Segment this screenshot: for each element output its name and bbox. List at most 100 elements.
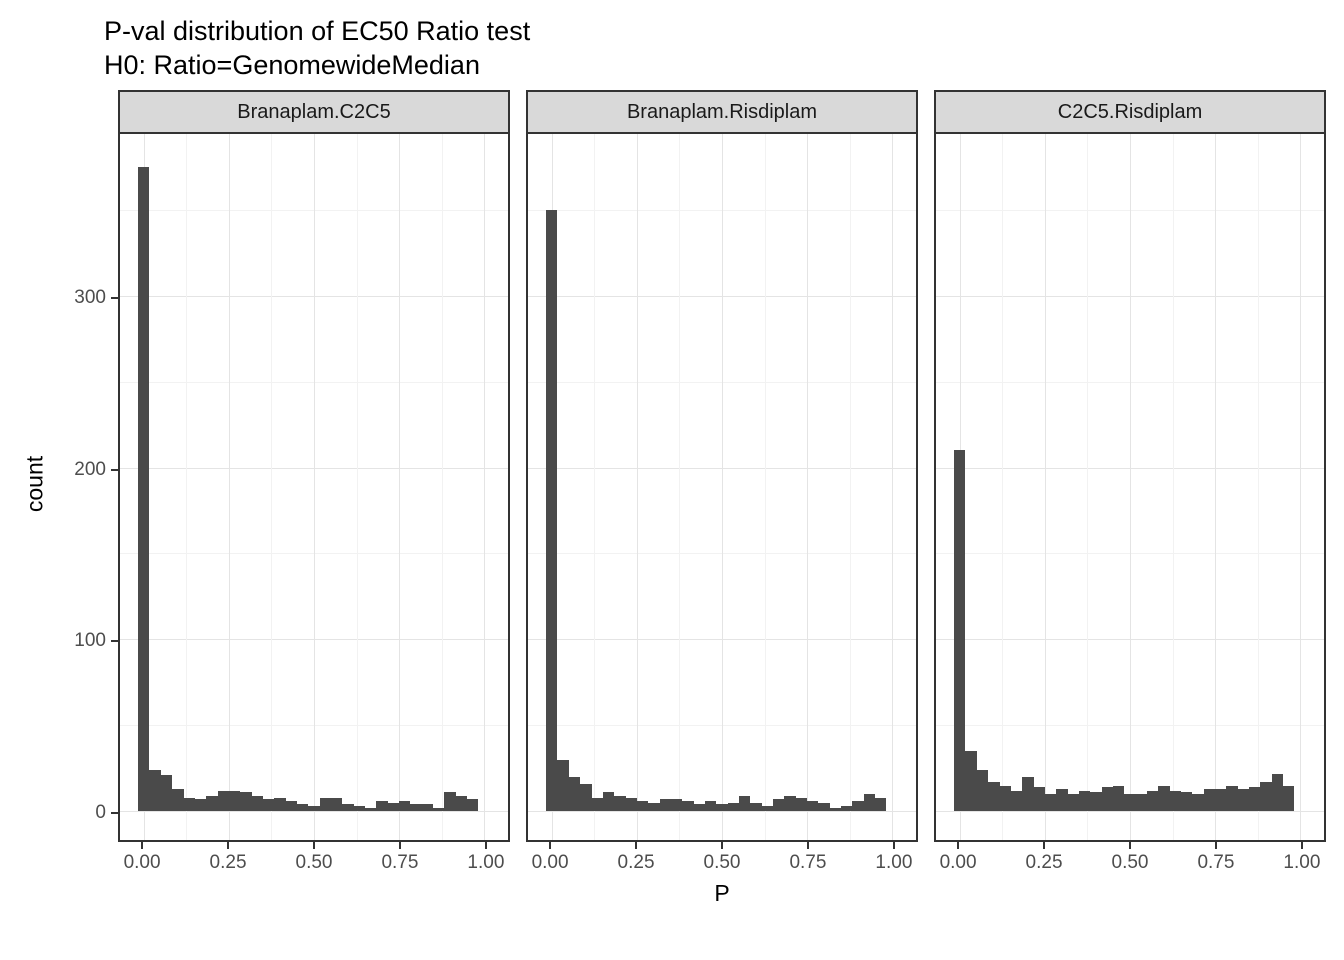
y-tick-label: 300 <box>74 286 106 308</box>
x-tick-mark <box>227 842 230 849</box>
gridline-minor <box>1172 134 1174 840</box>
y-tick-mark <box>111 640 118 643</box>
histogram-bar <box>614 795 626 812</box>
x-tick-label: 0.50 <box>1111 852 1149 873</box>
gridline-major <box>228 134 230 840</box>
histogram-bar <box>818 802 830 812</box>
histogram-bar <box>1181 792 1193 812</box>
x-tick-label: 0.25 <box>1025 852 1063 873</box>
histogram-bar <box>376 801 388 812</box>
gridline-minor <box>849 134 851 840</box>
x-tick-mark <box>635 842 638 849</box>
x-tick-mark <box>398 842 401 849</box>
histogram-bar <box>1260 782 1272 812</box>
chart-title: P-val distribution of EC50 Ratio test <box>104 16 531 46</box>
x-axis-ticks: 0.00 0.25 0.50 0.75 1.00 <box>526 842 918 878</box>
x-tick-label: 1.00 <box>1283 852 1321 873</box>
gridline-minor <box>1087 134 1089 840</box>
y-axis-title: count <box>21 455 48 513</box>
histogram-bar <box>807 801 819 812</box>
histogram-bar <box>954 450 966 812</box>
gridline-minor <box>186 134 188 840</box>
x-axis-ticks: 0.00 0.25 0.50 0.75 1.00 <box>934 842 1326 878</box>
histogram-bar <box>1249 787 1261 812</box>
x-tick-mark <box>484 842 487 849</box>
histogram-bar <box>194 799 207 812</box>
histogram-bar <box>875 797 887 812</box>
histogram-bar <box>1078 790 1091 812</box>
histogram-bar <box>580 783 592 812</box>
plot-area: count 0 100 200 300 Branaplam.C2C5 0.00 0.25 0… <box>14 90 1326 878</box>
histogram-bar <box>1044 794 1057 812</box>
x-tick-label: 0.75 <box>789 852 827 873</box>
histogram-bar <box>1169 790 1182 812</box>
title-block: P-val distribution of EC50 Ratio test H0… <box>104 14 1326 82</box>
histogram-bar <box>727 802 739 812</box>
histogram-bar <box>1067 794 1079 812</box>
histogram-bar <box>353 806 366 812</box>
y-tick-label: 0 <box>95 802 106 824</box>
histogram-bar <box>988 782 1000 812</box>
x-tick-label: 0.00 <box>123 852 161 873</box>
panel <box>526 132 918 842</box>
histogram-bar <box>682 801 694 812</box>
histogram-bar <box>863 794 876 812</box>
x-tick-mark <box>1129 842 1131 849</box>
x-axis-ticks: 0.00 0.25 0.50 0.75 1.00 <box>118 842 510 878</box>
histogram-bar <box>1237 788 1250 812</box>
y-tick-label: 200 <box>74 458 106 480</box>
histogram-bar <box>421 804 434 812</box>
histogram-bar <box>217 790 229 812</box>
histogram-bar <box>659 799 671 812</box>
histogram-bar <box>1146 790 1159 812</box>
histogram-bar <box>670 799 683 812</box>
x-tick-mark <box>1300 842 1303 849</box>
facet-strip-label: Branaplam.Risdiplam <box>526 90 918 134</box>
y-tick-mark <box>111 296 118 299</box>
histogram-bar <box>1215 788 1227 812</box>
histogram-bar <box>1158 785 1170 812</box>
histogram-bar <box>138 166 150 812</box>
histogram-bar <box>330 797 343 812</box>
x-tick-label: 1.00 <box>875 852 913 873</box>
panel <box>118 132 510 842</box>
histogram-bar <box>274 797 286 812</box>
gridline-major <box>1215 134 1217 840</box>
histogram-bar <box>648 802 660 812</box>
gridline-major <box>636 134 638 840</box>
gridline-minor <box>1002 134 1004 840</box>
y-axis-title-column: count <box>14 90 56 878</box>
histogram-bar <box>999 785 1011 812</box>
gridline-major <box>399 134 401 840</box>
histogram-bar <box>160 775 173 812</box>
x-tick-label: 0.75 <box>381 852 419 873</box>
histogram-bar <box>1022 776 1034 812</box>
histogram-bar <box>365 807 377 812</box>
x-tick-label: 0.00 <box>531 852 569 873</box>
x-tick-label: 1.00 <box>467 852 505 873</box>
histogram-bar <box>319 797 331 812</box>
gridline-minor <box>764 134 766 840</box>
histogram-bar <box>206 795 218 812</box>
histogram-bar <box>841 806 853 812</box>
facet: C2C5.Risdiplam 0.00 0.25 0.50 0.75 1.00 <box>934 90 1326 878</box>
histogram-bar <box>738 795 751 812</box>
histogram-bar <box>1056 788 1068 812</box>
histogram-bar <box>1271 773 1284 812</box>
histogram-bar <box>625 797 637 812</box>
histogram-bar <box>557 759 569 812</box>
histogram-bar <box>444 792 456 812</box>
gridline-minor <box>356 134 358 840</box>
x-tick-mark <box>892 842 895 849</box>
histogram-bar <box>1112 785 1125 812</box>
gridline-minor <box>441 134 443 840</box>
histogram-bar <box>183 797 195 812</box>
gridline-major <box>1130 134 1131 840</box>
histogram-bar <box>1135 794 1147 812</box>
facet: Branaplam.C2C5 0.00 0.25 0.50 0.75 1.00 <box>118 90 510 878</box>
histogram-bar <box>285 801 297 812</box>
gridline-major <box>1044 134 1046 840</box>
gridline-major <box>807 134 809 840</box>
x-axis-title-row: P <box>118 880 1326 907</box>
